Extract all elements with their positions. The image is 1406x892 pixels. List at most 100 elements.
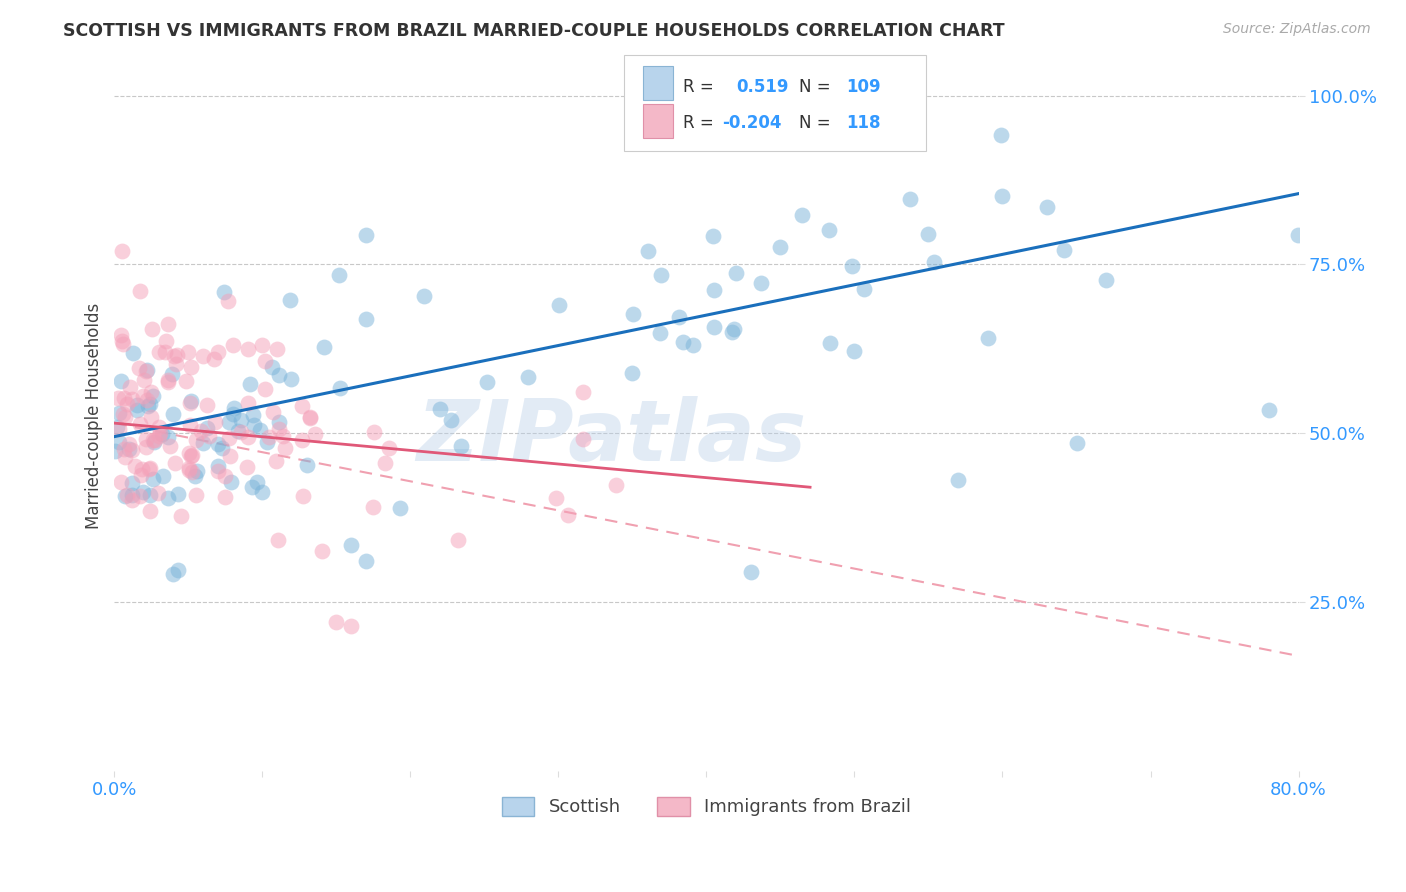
Point bbox=[841, 260, 863, 274]
Point bbox=[184, 469, 207, 483]
Point bbox=[138, 462, 160, 476]
Point bbox=[650, 268, 672, 282]
Point bbox=[110, 327, 132, 342]
Legend: Scottish, Immigrants from Brazil: Scottish, Immigrants from Brazil bbox=[494, 788, 920, 825]
Point bbox=[242, 408, 264, 422]
Point bbox=[129, 467, 152, 482]
Point bbox=[389, 500, 412, 515]
Point bbox=[922, 255, 945, 269]
Point bbox=[139, 504, 162, 518]
Point bbox=[107, 422, 129, 436]
Point bbox=[127, 398, 149, 412]
Text: 0.519: 0.519 bbox=[737, 78, 789, 95]
Point bbox=[156, 430, 179, 444]
Point bbox=[153, 345, 176, 359]
Point bbox=[132, 485, 155, 500]
Text: R =: R = bbox=[683, 114, 718, 132]
Point bbox=[852, 282, 875, 296]
Point bbox=[740, 565, 762, 579]
Point bbox=[703, 319, 725, 334]
Point bbox=[110, 374, 132, 388]
Point bbox=[139, 461, 162, 475]
Point bbox=[143, 434, 166, 448]
Point bbox=[844, 344, 866, 359]
Point bbox=[769, 240, 792, 254]
Point bbox=[219, 449, 242, 463]
Point bbox=[260, 360, 283, 375]
Text: -0.204: -0.204 bbox=[721, 114, 782, 132]
Point bbox=[229, 412, 252, 426]
Point bbox=[311, 544, 333, 558]
Point bbox=[214, 468, 236, 483]
Text: N =: N = bbox=[799, 78, 835, 95]
Point bbox=[236, 460, 259, 475]
Point bbox=[114, 409, 136, 424]
Point bbox=[218, 415, 240, 429]
Point bbox=[148, 429, 170, 443]
Point bbox=[148, 420, 170, 434]
Point bbox=[637, 244, 659, 259]
Point bbox=[363, 425, 385, 439]
Point bbox=[672, 335, 695, 350]
Point bbox=[111, 334, 134, 348]
Point bbox=[229, 425, 252, 439]
Point bbox=[1095, 272, 1118, 286]
Text: R =: R = bbox=[683, 78, 718, 95]
Point bbox=[179, 418, 201, 433]
Text: N =: N = bbox=[799, 114, 835, 132]
Point bbox=[198, 429, 221, 443]
Point bbox=[221, 475, 243, 489]
Point bbox=[450, 439, 472, 453]
Point bbox=[139, 488, 162, 502]
Point bbox=[267, 422, 290, 436]
Point bbox=[354, 312, 377, 326]
Point bbox=[211, 441, 233, 455]
Point bbox=[214, 490, 236, 504]
Point bbox=[271, 429, 294, 443]
Point bbox=[180, 360, 202, 375]
Point bbox=[190, 424, 212, 438]
Point bbox=[193, 436, 215, 450]
Point bbox=[112, 391, 135, 405]
Point bbox=[725, 266, 748, 280]
Point bbox=[252, 485, 274, 500]
Point bbox=[557, 508, 579, 523]
Point bbox=[274, 441, 297, 455]
Point bbox=[218, 431, 240, 445]
Point bbox=[217, 294, 239, 309]
Point bbox=[723, 322, 745, 336]
Point bbox=[818, 336, 841, 351]
Text: SCOTTISH VS IMMIGRANTS FROM BRAZIL MARRIED-COUPLE HOUSEHOLDS CORRELATION CHART: SCOTTISH VS IMMIGRANTS FROM BRAZIL MARRI… bbox=[63, 22, 1005, 40]
Point bbox=[266, 342, 288, 356]
FancyBboxPatch shape bbox=[643, 103, 673, 138]
Point bbox=[252, 338, 274, 352]
Point bbox=[240, 480, 263, 494]
Point bbox=[193, 349, 215, 363]
Point bbox=[162, 407, 184, 421]
Point bbox=[246, 475, 269, 489]
Point bbox=[256, 435, 278, 450]
Point bbox=[898, 192, 921, 206]
Point bbox=[1258, 402, 1281, 417]
Point bbox=[184, 488, 207, 502]
Point bbox=[143, 434, 166, 449]
Point bbox=[262, 405, 284, 419]
Point bbox=[361, 500, 384, 514]
Point bbox=[112, 337, 135, 351]
Point bbox=[174, 374, 197, 388]
Point bbox=[429, 402, 451, 417]
Point bbox=[165, 456, 187, 470]
Point bbox=[267, 415, 290, 429]
Point bbox=[115, 397, 138, 411]
Point bbox=[112, 442, 135, 457]
Point bbox=[148, 345, 170, 359]
Point bbox=[917, 227, 939, 242]
Point bbox=[122, 346, 145, 360]
Point bbox=[152, 469, 174, 483]
Point bbox=[129, 284, 152, 298]
Point bbox=[118, 442, 141, 456]
Point bbox=[114, 489, 136, 503]
Point bbox=[224, 401, 246, 415]
Point bbox=[682, 338, 704, 352]
Point bbox=[114, 450, 136, 464]
